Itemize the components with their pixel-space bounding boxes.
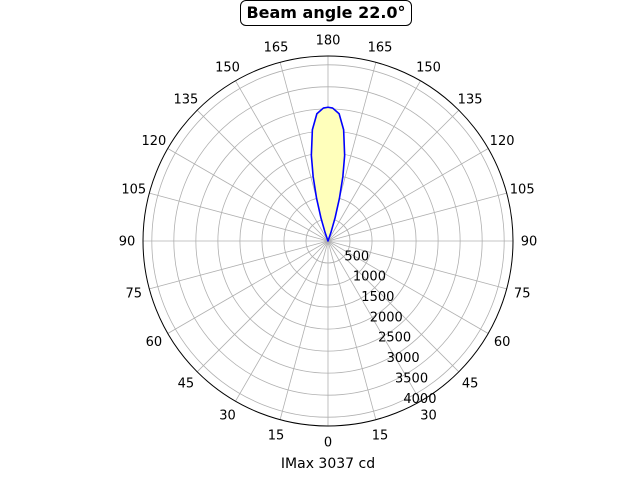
angle-tick-label: 165 (264, 40, 289, 55)
angular-grid-line (327, 240, 421, 402)
angular-grid-line (279, 240, 329, 420)
angle-tick-label: 75 (126, 287, 143, 302)
angle-tick-label: 0 (324, 436, 332, 451)
angle-tick-label: 165 (368, 40, 393, 55)
angle-tick-label: 75 (514, 287, 531, 302)
angular-grid-line (327, 192, 507, 242)
beam-curve (310, 106, 346, 242)
angular-grid-line (235, 240, 329, 402)
angular-grid-line (149, 240, 329, 290)
angle-tick-label: 30 (219, 409, 236, 424)
angle-tick-label: 135 (458, 92, 483, 107)
tick-labels: 0 15 30 45 60 75 90 105 120 135 150 165 180 15 30 45 60 7… (119, 34, 538, 451)
angle-tick-label: 45 (178, 377, 195, 392)
angular-grid-line (327, 80, 421, 242)
angle-tick-label: 45 (462, 377, 479, 392)
angular-grid-line (167, 148, 329, 242)
angular-grid-line (149, 192, 329, 242)
radial-tick-label: 1000 (353, 270, 386, 285)
angular-grid-line (327, 109, 460, 242)
x-axis-label: IMax 3037 cd (280, 456, 376, 472)
angle-tick-label: 60 (146, 335, 163, 350)
beam-fill (311, 107, 345, 241)
radial-tick-label: 3500 (395, 371, 428, 386)
angle-tick-label: 120 (141, 134, 166, 149)
angle-tick-label: 180 (316, 34, 341, 49)
angle-tick-label: 90 (521, 235, 538, 250)
angle-tick-label: 60 (494, 335, 511, 350)
angular-grid-line (327, 148, 489, 242)
angular-grid-line (196, 240, 329, 373)
radial-tick-label: 500 (344, 249, 369, 264)
radial-tick-label: 2000 (370, 310, 403, 325)
angle-tick-label: 105 (121, 183, 146, 198)
angular-grid-line (167, 240, 329, 334)
angle-tick-label: 105 (510, 183, 535, 198)
angular-grid-line (327, 240, 377, 420)
angle-tick-label: 15 (372, 429, 389, 444)
angle-tick-label: 15 (268, 429, 285, 444)
angular-grid-line (327, 240, 507, 290)
radial-tick-label: 4000 (403, 392, 436, 407)
angle-tick-label: 150 (416, 60, 441, 75)
radial-tick-label: 1500 (361, 290, 394, 305)
angle-tick-label: 120 (490, 134, 515, 149)
radial-tick-label: 3000 (387, 351, 420, 366)
angular-grid-line (196, 109, 329, 242)
radial-tick-label: 2500 (378, 331, 411, 346)
angular-grid-line (327, 240, 460, 373)
chart-title: Beam angle 22.0° (240, 0, 412, 26)
angular-grid-line (327, 240, 489, 334)
angle-tick-label: 90 (119, 235, 136, 250)
angle-tick-label: 135 (173, 92, 198, 107)
angle-tick-label: 150 (215, 60, 240, 75)
series-layer (310, 106, 346, 242)
polar-frame (142, 55, 514, 427)
angle-tick-label: 30 (420, 409, 437, 424)
angular-grid-line (235, 80, 329, 242)
